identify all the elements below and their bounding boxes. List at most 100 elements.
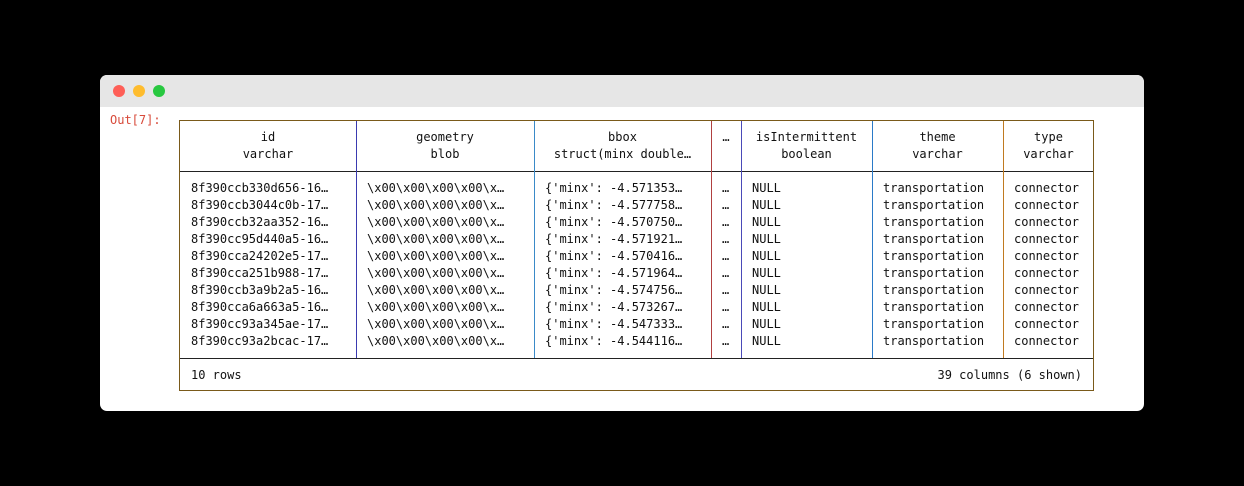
table-cell: … xyxy=(722,300,730,314)
column-cells: connector connector connector connector conn… xyxy=(1014,180,1079,350)
table-cell: NULL xyxy=(752,198,781,212)
table-cell: 8f390ccb330d656-16… xyxy=(191,181,329,195)
column-header[interactable]: theme varchar xyxy=(872,129,1003,163)
column-bbox: bbox struct(minx double… {'minx': -4.57135… xyxy=(534,121,711,358)
table-cell: \x00\x00\x00\x00\x… xyxy=(367,249,505,263)
table-cell: connector xyxy=(1014,300,1080,314)
table-cell: connector xyxy=(1014,266,1080,280)
column-name: isIntermittent xyxy=(755,130,858,144)
maximize-button[interactable] xyxy=(153,85,165,97)
table-cell: 8f390cca6a663a5-16… xyxy=(191,300,329,314)
column-separator xyxy=(356,121,357,358)
table-cell: NULL xyxy=(752,249,781,263)
column-header[interactable]: isIntermittent boolean xyxy=(741,129,872,163)
column-cells: NULL NULL NULL NULL NULL NULL NULL NULL NULL NULL xyxy=(752,180,781,350)
column-geometry: geometry blob \x00\x00\x00\x00\x… \x00\x00\… xyxy=(356,121,534,358)
table-cell: 8f390ccb3044c0b-17… xyxy=(191,198,329,212)
table-cell: {'minx': -4.544116… xyxy=(545,334,683,348)
table-cell: {'minx': -4.570416… xyxy=(545,249,683,263)
table-cell: \x00\x00\x00\x00\x… xyxy=(367,334,505,348)
table-cell: \x00\x00\x00\x00\x… xyxy=(367,300,505,314)
table-cell: transportation xyxy=(883,334,985,348)
column-type: varchar xyxy=(1023,147,1074,161)
column-separator xyxy=(872,121,873,358)
table-cell: … xyxy=(722,317,730,331)
column-name: geometry xyxy=(416,130,474,144)
table-cell: 8f390cca251b988-17… xyxy=(191,266,329,280)
row-count: 10 rows xyxy=(191,368,242,382)
table-cell: NULL xyxy=(752,266,781,280)
column-type: boolean xyxy=(781,147,832,161)
table-cell: \x00\x00\x00\x00\x… xyxy=(367,232,505,246)
column-header[interactable]: geometry blob xyxy=(356,129,534,163)
table-cell: 8f390ccb32aa352-16… xyxy=(191,215,329,229)
column-cells: \x00\x00\x00\x00\x… \x00\x00\x00\x00\x… \x… xyxy=(367,180,504,350)
table-cell: {'minx': -4.570750… xyxy=(545,215,683,229)
column-separator xyxy=(711,121,712,358)
table-cell: NULL xyxy=(752,283,781,297)
table-cell: transportation xyxy=(883,198,985,212)
column-count: 39 columns (6 shown) xyxy=(937,368,1083,382)
column-type: varchar xyxy=(242,147,294,161)
table-cell: transportation xyxy=(883,300,985,314)
column-name: id xyxy=(260,130,276,144)
table-cell: … xyxy=(722,215,730,229)
column-type: struct(minx double… xyxy=(553,147,692,161)
column-id: id varchar 8f390ccb330d656-16… 8f390ccb3044… xyxy=(180,121,356,358)
column-separator xyxy=(1003,121,1004,358)
column-separator xyxy=(741,121,742,358)
table-cell: {'minx': -4.577758… xyxy=(545,198,683,212)
table-cell: connector xyxy=(1014,198,1080,212)
table-cell: transportation xyxy=(883,266,985,280)
column-type: type varchar connector connector connector co… xyxy=(1003,121,1094,358)
result-table: 10 rows 39 columns (6 shown) id varchar 8f… xyxy=(179,120,1094,391)
table-cell: connector xyxy=(1014,317,1080,331)
column-header[interactable]: bbox struct(minx double… xyxy=(534,129,711,163)
column-name: … xyxy=(722,130,730,144)
table-cell: … xyxy=(722,266,730,280)
table-cell: 8f390ccb3a9b2a5-16… xyxy=(191,283,329,297)
table-cell: \x00\x00\x00\x00\x… xyxy=(367,181,505,195)
table-cell: {'minx': -4.571964… xyxy=(545,266,683,280)
column-ellipsis: …………………………… xyxy=(711,121,741,358)
column-type: varchar xyxy=(912,147,963,161)
column-header[interactable]: type varchar xyxy=(1003,129,1094,163)
column-cells: 8f390ccb330d656-16… 8f390ccb3044c0b-17… 8f… xyxy=(191,180,328,350)
table-cell: {'minx': -4.571921… xyxy=(545,232,683,246)
table-cell: connector xyxy=(1014,215,1080,229)
table-cell: NULL xyxy=(752,317,781,331)
table-cell: … xyxy=(722,283,730,297)
minimize-button[interactable] xyxy=(133,85,145,97)
column-cells: transportation transportation transportati… xyxy=(883,180,984,350)
table-cell: transportation xyxy=(883,181,985,195)
title-bar xyxy=(100,75,1144,107)
table-cell: {'minx': -4.574756… xyxy=(545,283,683,297)
table-cell: \x00\x00\x00\x00\x… xyxy=(367,215,505,229)
column-name: bbox xyxy=(608,130,637,144)
header-divider xyxy=(180,171,1093,172)
column-cells: ………………………… xyxy=(722,180,729,350)
column-name: type xyxy=(1034,130,1063,144)
table-cell: connector xyxy=(1014,249,1080,263)
table-cell: transportation xyxy=(883,317,985,331)
column-header[interactable]: id varchar xyxy=(180,129,356,163)
table-cell: \x00\x00\x00\x00\x… xyxy=(367,283,505,297)
table-cell: … xyxy=(722,334,730,348)
table-cell: NULL xyxy=(752,300,781,314)
table-cell: … xyxy=(722,249,730,263)
column-type: blob xyxy=(430,147,460,161)
table-cell: NULL xyxy=(752,232,781,246)
table-cell: {'minx': -4.571353… xyxy=(545,181,683,195)
column-header[interactable]: … xyxy=(711,129,741,146)
table-cell: connector xyxy=(1014,232,1080,246)
table-cell: \x00\x00\x00\x00\x… xyxy=(367,266,505,280)
table-cell: \x00\x00\x00\x00\x… xyxy=(367,198,505,212)
close-button[interactable] xyxy=(113,85,125,97)
table-cell: … xyxy=(722,232,730,246)
footer-divider xyxy=(180,358,1093,359)
table-cell: … xyxy=(722,198,730,212)
table-cell: 8f390cca24202e5-17… xyxy=(191,249,329,263)
column-separator xyxy=(534,121,535,358)
table-cell: {'minx': -4.573267… xyxy=(545,300,683,314)
table-cell: connector xyxy=(1014,181,1080,195)
